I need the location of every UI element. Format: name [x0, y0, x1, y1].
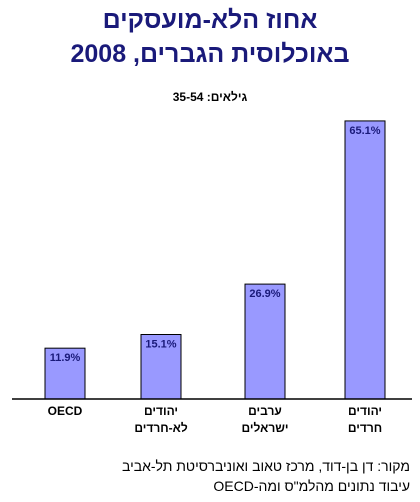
category-label-2-line2: ישראלים — [241, 421, 288, 435]
bar-2 — [244, 283, 286, 400]
value-label-2: 26.9% — [249, 288, 280, 300]
category-label-0-line1: OECD — [48, 404, 83, 418]
value-label-3: 65.1% — [349, 125, 380, 137]
category-labels-layer: OECD יהודים לא-חרדים ערבים ישראלים יהודים חרדי… — [48, 404, 383, 435]
bar-1 — [140, 334, 182, 400]
category-label-3-line2: חרדים — [348, 421, 382, 435]
category-label-3-line1: יהודים — [348, 404, 382, 418]
category-label-1-line1: יהודים — [144, 404, 178, 418]
value-label-0: 11.9% — [50, 352, 81, 364]
category-label-2-line1: ערבים — [248, 404, 282, 418]
bars-layer: 11.9% 15.1% 26.9% 65.1% — [44, 120, 386, 400]
source-line1: מקור: דן בן-דוד, מרכז טאוב ואוניברסיטת ת… — [122, 458, 410, 474]
value-label-1: 15.1% — [145, 339, 176, 351]
bar-chart: 11.9% 15.1% 26.9% 65.1% OECD יהודים לא-חרדים ע… — [12, 120, 412, 435]
bar-3 — [344, 120, 386, 400]
age-range-label: גילאים: 35-54 — [172, 90, 248, 104]
chart-title-line1: אחוז הלא-מועסקים — [102, 6, 318, 34]
source-line2: עיבוד נתונים מהלמ"ס ומה-OECD — [213, 478, 410, 494]
category-label-1-line2: לא-חרדים — [134, 421, 188, 435]
chart-title-line2: באוכלוסית הגברים, 2008 — [70, 40, 350, 68]
